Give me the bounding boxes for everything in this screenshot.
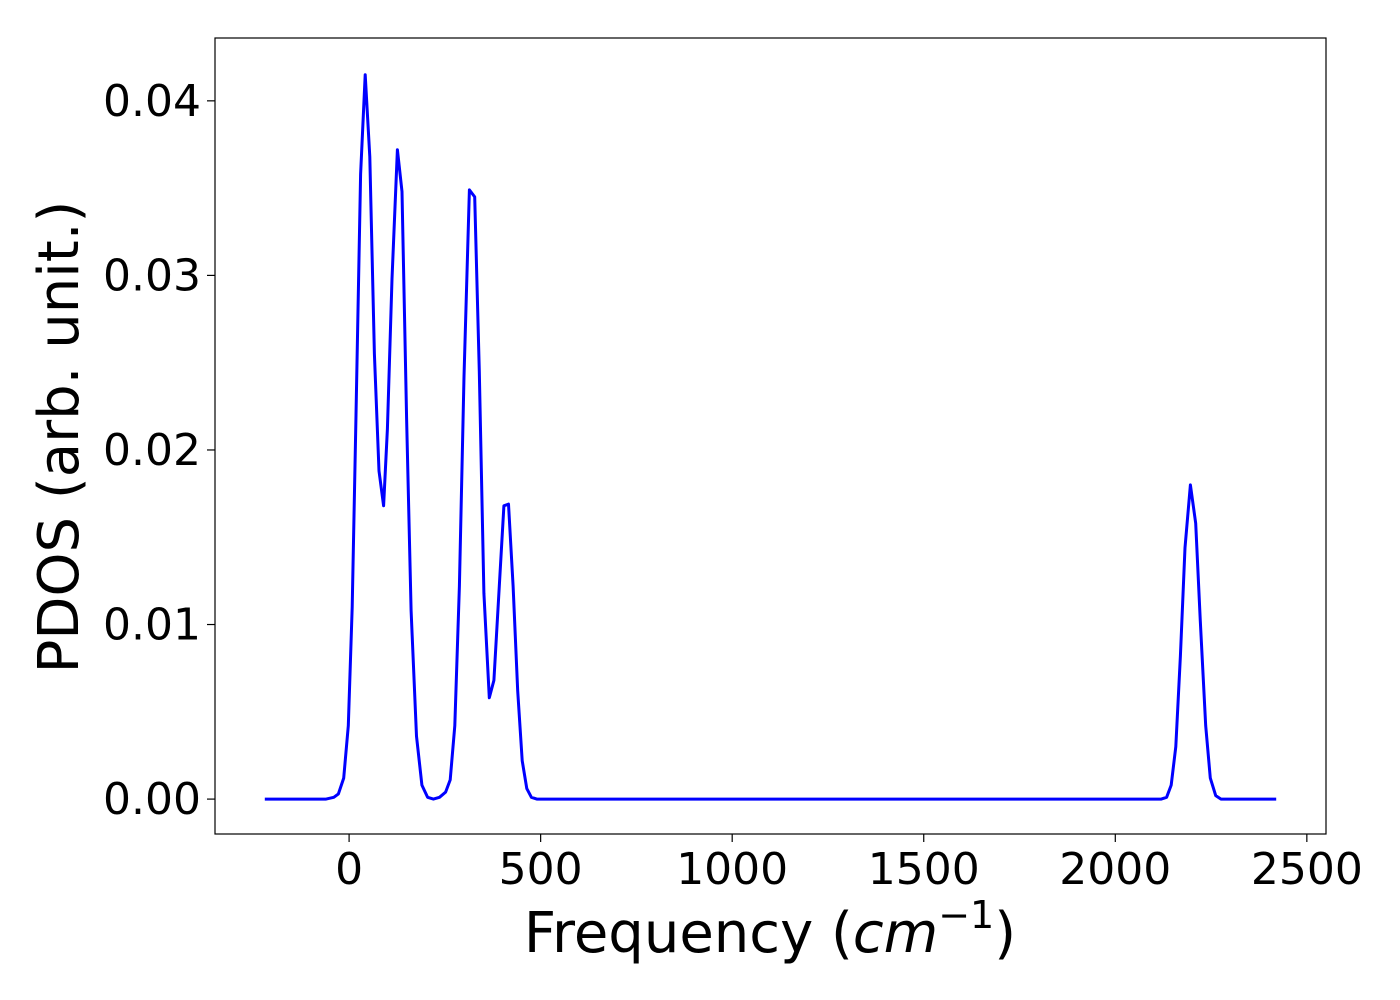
x-tick-label: 2500 bbox=[1251, 844, 1363, 895]
pdos-series-line bbox=[264, 73, 1277, 801]
x-tick-label: 0 bbox=[335, 844, 363, 895]
plot-area-frame bbox=[214, 37, 1327, 835]
y-tick-label: 0.01 bbox=[103, 600, 201, 651]
x-axis-ticks: 0 500 1000 1500 2000 2500 bbox=[335, 834, 1363, 895]
y-tick-label: 0.02 bbox=[103, 425, 201, 476]
y-tick-label: 0.04 bbox=[103, 76, 201, 127]
x-axis-title: Frequency (cm−1) bbox=[524, 893, 1016, 966]
series-layer bbox=[264, 73, 1277, 801]
x-tick-label: 1500 bbox=[868, 844, 980, 895]
y-axis-title: PDOS (arb. unit.) bbox=[27, 201, 92, 674]
y-tick-label: 0.00 bbox=[103, 774, 201, 825]
x-tick-label: 500 bbox=[499, 844, 583, 895]
y-axis-ticks: 0.00 0.01 0.02 0.03 0.04 bbox=[103, 76, 215, 825]
x-tick-label: 1000 bbox=[676, 844, 788, 895]
x-tick-label: 2000 bbox=[1059, 844, 1171, 895]
y-tick-label: 0.03 bbox=[103, 250, 201, 301]
